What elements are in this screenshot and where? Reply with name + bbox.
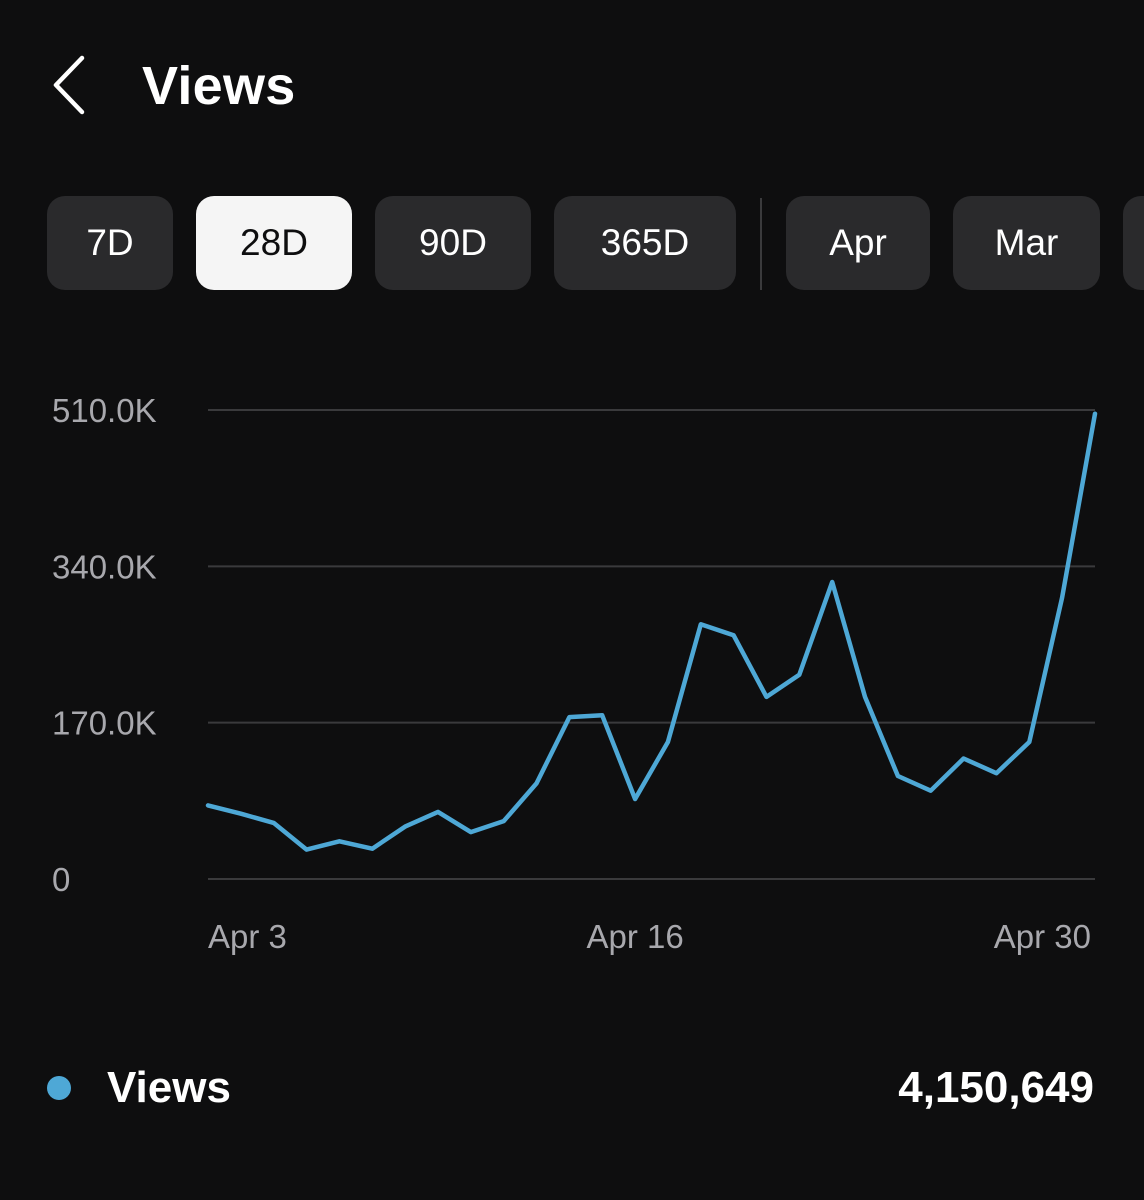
data-point <box>1060 596 1064 600</box>
views-line-chart: 0 170.0K 340.0K 510.0K Apr 3 Apr 16 Apr 30 <box>52 392 1098 955</box>
data-point <box>633 797 637 801</box>
legend-label: Views <box>107 1063 231 1112</box>
chip-90d[interactable]: 90D <box>375 196 531 290</box>
data-point <box>699 622 703 626</box>
views-total: 4,150,649 <box>898 1063 1094 1112</box>
series-line-views <box>205 411 1098 852</box>
y-tick-label: 0 <box>52 861 70 898</box>
data-point <box>272 821 276 825</box>
data-point <box>830 580 834 584</box>
data-point <box>896 774 900 778</box>
data-point <box>929 789 933 793</box>
chip-365d[interactable]: 365D <box>554 196 736 290</box>
data-point <box>732 633 736 637</box>
back-button[interactable] <box>44 52 100 120</box>
x-tick-label: Apr 16 <box>586 918 683 955</box>
x-tick-label: Apr 3 <box>208 918 287 955</box>
header: Views <box>0 0 1144 170</box>
data-point <box>305 848 309 852</box>
chevron-left-icon <box>53 55 85 115</box>
chip-28d[interactable]: 28D <box>196 196 352 290</box>
data-point <box>600 713 604 717</box>
data-point <box>469 830 473 834</box>
chip-7d[interactable]: 7D <box>47 196 173 290</box>
data-point <box>863 695 867 699</box>
data-point <box>337 839 341 843</box>
legend-dot <box>47 1076 71 1100</box>
range-filter-bar: 7D 28D 90D 365D Apr Mar <box>0 196 1144 292</box>
chip-next-partial[interactable] <box>1123 196 1144 290</box>
data-point <box>370 847 374 851</box>
chip-mar[interactable]: Mar <box>953 196 1100 290</box>
legend: Views 4,150,649 <box>0 1050 1144 1130</box>
data-point <box>994 771 998 775</box>
data-point <box>1027 740 1031 744</box>
page-title: Views <box>142 56 296 116</box>
data-point <box>502 819 506 823</box>
data-point <box>1093 412 1097 416</box>
data-point <box>239 812 243 816</box>
data-point <box>764 695 768 699</box>
y-tick-label: 170.0K <box>52 705 157 742</box>
filter-divider <box>760 198 762 290</box>
y-tick-label: 340.0K <box>52 548 157 585</box>
data-point <box>797 673 801 677</box>
data-point <box>666 740 670 744</box>
chip-apr[interactable]: Apr <box>786 196 930 290</box>
data-point <box>206 803 210 807</box>
data-point <box>535 781 539 785</box>
y-tick-label: 510.0K <box>52 392 157 429</box>
x-tick-label: Apr 30 <box>994 918 1091 955</box>
data-point <box>962 757 966 761</box>
data-point <box>436 810 440 814</box>
data-point <box>567 715 571 719</box>
data-point <box>403 825 407 829</box>
